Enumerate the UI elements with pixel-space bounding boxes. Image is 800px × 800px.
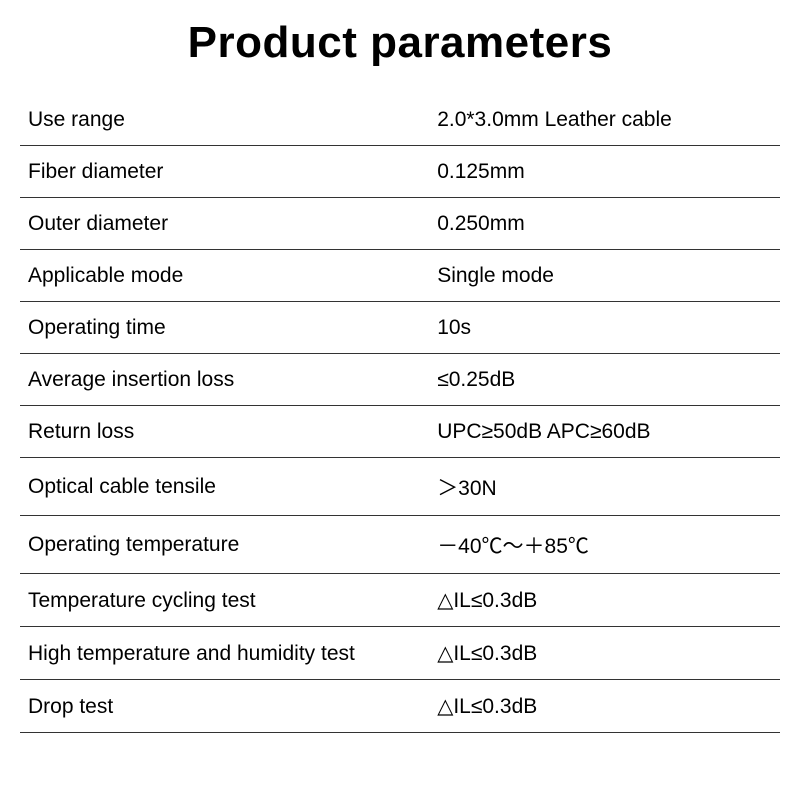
table-row: High temperature and humidity test △IL≤0… [20, 627, 780, 680]
table-row: Optical cable tensile ＞30N [20, 458, 780, 516]
param-value: 2.0*3.0mm Leather cable [437, 108, 772, 132]
parameters-table: Use range 2.0*3.0mm Leather cable Fiber … [20, 98, 780, 733]
param-value: △IL≤0.3dB [437, 641, 772, 666]
param-label: Operating time [28, 316, 437, 340]
table-row: Drop test △IL≤0.3dB [20, 680, 780, 733]
table-row: Outer diameter 0.250mm [20, 198, 780, 250]
param-value: △IL≤0.3dB [437, 694, 772, 719]
table-row: Temperature cycling test △IL≤0.3dB [20, 574, 780, 627]
table-row: Average insertion loss ≤0.25dB [20, 354, 780, 406]
param-label: Drop test [28, 695, 437, 719]
param-value: 0.125mm [437, 160, 772, 184]
page-title: Product parameters [20, 18, 780, 68]
param-label: Outer diameter [28, 212, 437, 236]
param-label: Optical cable tensile [28, 475, 437, 499]
table-row: Applicable mode Single mode [20, 250, 780, 302]
param-value: 10s [437, 316, 772, 340]
param-value: Single mode [437, 264, 772, 288]
param-label: Use range [28, 108, 437, 132]
param-value: 0.250mm [437, 212, 772, 236]
table-row: Fiber diameter 0.125mm [20, 146, 780, 198]
param-label: Temperature cycling test [28, 589, 437, 613]
table-row: Operating time 10s [20, 302, 780, 354]
table-row: Use range 2.0*3.0mm Leather cable [20, 98, 780, 146]
param-label: High temperature and humidity test [28, 642, 437, 666]
table-row: Return loss UPC≥50dB APC≥60dB [20, 406, 780, 458]
param-label: Operating temperature [28, 533, 437, 557]
param-label: Fiber diameter [28, 160, 437, 184]
param-label: Return loss [28, 420, 437, 444]
table-row: Operating temperature －40℃～＋85℃ [20, 516, 780, 574]
param-value: △IL≤0.3dB [437, 588, 772, 613]
param-value: ≤0.25dB [437, 368, 772, 392]
param-value: ＞30N [437, 472, 772, 502]
param-label: Average insertion loss [28, 368, 437, 392]
param-label: Applicable mode [28, 264, 437, 288]
param-value: UPC≥50dB APC≥60dB [437, 420, 772, 444]
param-value: －40℃～＋85℃ [437, 530, 772, 560]
